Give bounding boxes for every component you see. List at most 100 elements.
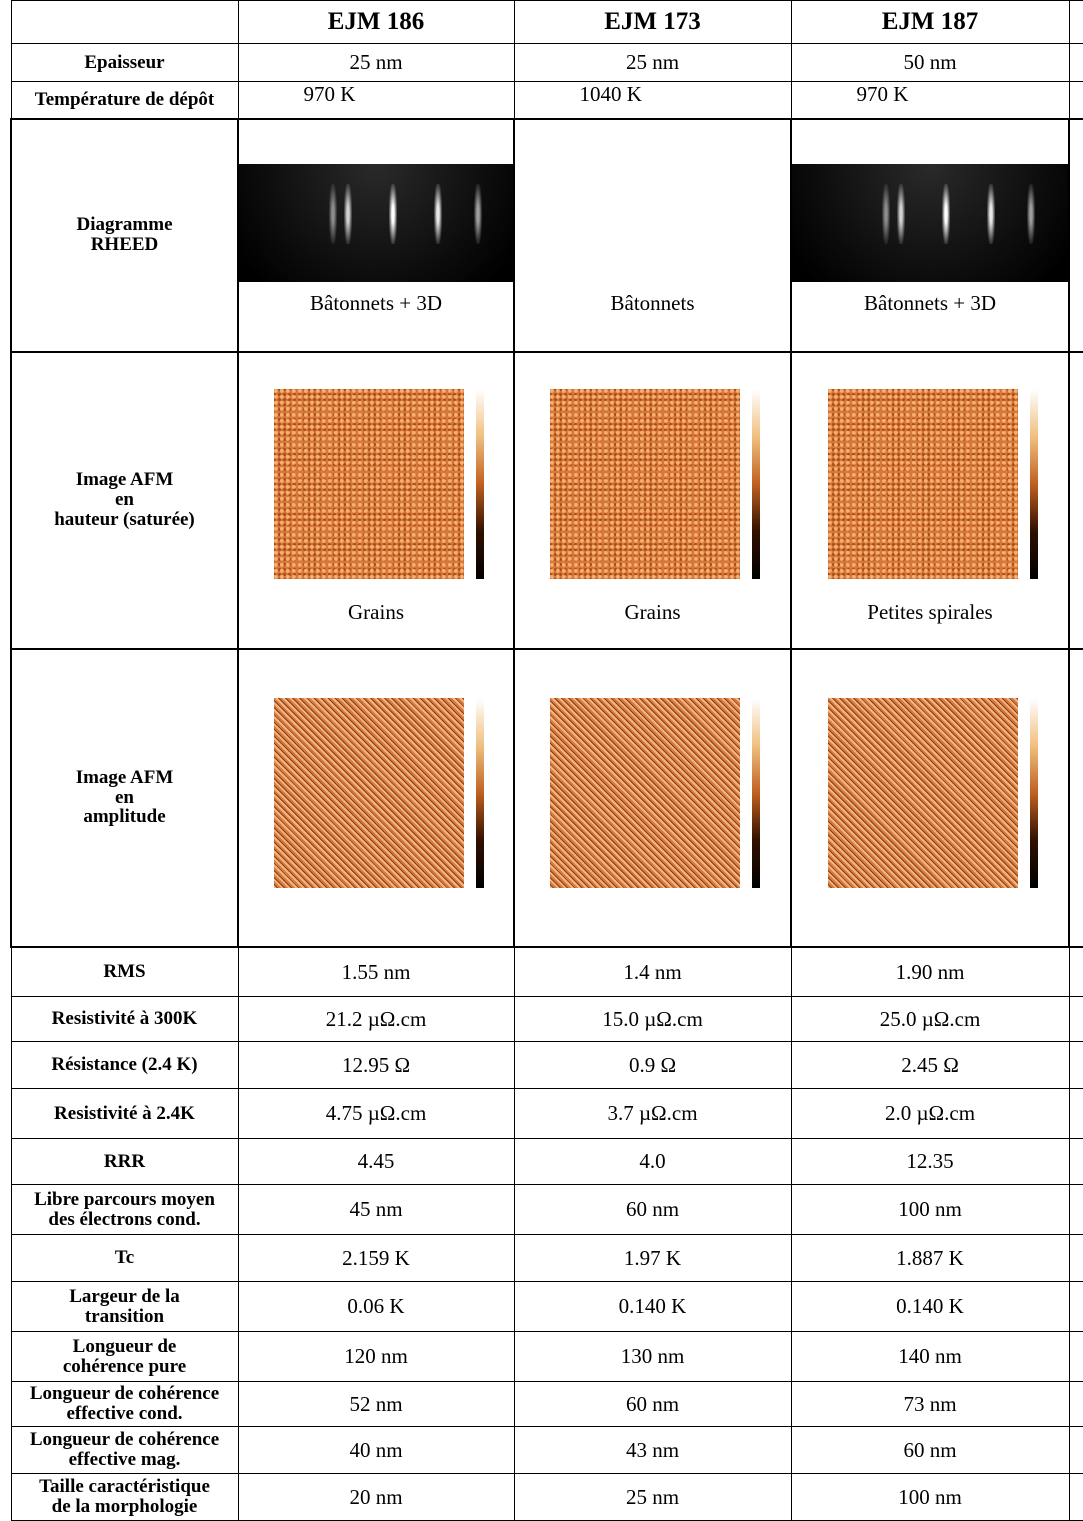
cell-text: 0.9 Ω: [628, 1052, 677, 1077]
rheed-streak: [474, 183, 482, 244]
image-caption: Grains: [624, 599, 681, 624]
cell: Petites spirales: [790, 350, 1070, 650]
row-label: Température de dépôt: [10, 81, 239, 119]
afm-image: [808, 686, 1053, 896]
corner: [10, 0, 239, 44]
cell: 0.140 K: [513, 1281, 792, 1332]
afm-image: [254, 686, 499, 896]
table-row: Diagramme RHEED Bâtonnets + 3D Bâtonnets Bâ…: [10, 117, 1083, 353]
cell: Grains: [237, 350, 515, 650]
afm-scan: [827, 697, 1018, 888]
cell-text: 50 nm: [903, 50, 957, 75]
afm-colorbar: [475, 388, 484, 579]
cell: 2.0 µΩ.cm: [790, 1088, 1070, 1139]
image-caption: Bâtonnets + 3D: [310, 290, 442, 315]
cell-text: 2.45 Ω: [901, 1052, 959, 1077]
cell: 12.95 Ω: [237, 1041, 515, 1089]
cut-column-cell: [1068, 1138, 1083, 1185]
cell: 40 nm: [237, 1426, 515, 1474]
cell: 1.97 K: [513, 1234, 792, 1282]
cell-text: 1.90 nm: [895, 959, 965, 984]
cell-text: 60 nm: [903, 1437, 957, 1462]
table-row: Longueur de cohérence pure 120 nm 130 nm 14…: [10, 1331, 1083, 1382]
cell: 60 nm: [513, 1381, 792, 1427]
cell: 0.140 K: [790, 1281, 1070, 1332]
cell: 2.159 K: [237, 1234, 515, 1282]
cell-text: 45 nm: [349, 1197, 403, 1222]
cell-text: 1.887 K: [896, 1245, 964, 1270]
cell: 4.75 µΩ.cm: [237, 1088, 515, 1139]
cut-column-cell: [1068, 1473, 1083, 1521]
rheed-image: [240, 163, 512, 282]
cell-text: 970 K: [303, 81, 356, 106]
cell-text: 4.0: [639, 1149, 666, 1174]
table-row: Resistivité à 300K 21.2 µΩ.cm 15.0 µΩ.cm 25…: [10, 996, 1083, 1042]
empty-image: [516, 156, 789, 292]
cell-text: 25.0 µΩ.cm: [879, 1006, 981, 1031]
cell-text: 100 nm: [898, 1484, 962, 1509]
cell-text: 15.0 µΩ.cm: [602, 1006, 703, 1031]
cut-column-cell: [1068, 1234, 1083, 1282]
row-label: Resistivité à 300K: [10, 996, 239, 1042]
image-caption: Petites spirales: [867, 599, 993, 624]
cut-column-cell: [1068, 647, 1083, 948]
row-label: RRR: [10, 1138, 239, 1185]
afm-scan: [550, 697, 740, 888]
cut-column-cell: [1068, 43, 1083, 82]
table-row: Image AFM en amplitude: [10, 647, 1083, 948]
cell: 15.0 µΩ.cm: [513, 996, 792, 1042]
cut-column-cell: [1068, 996, 1083, 1042]
afm-colorbar: [752, 388, 760, 579]
cell-text: 2.0 µΩ.cm: [884, 1101, 976, 1126]
row-label: Image AFM en amplitude: [10, 647, 239, 948]
rheed-streak: [987, 183, 995, 244]
table-row: Résistance (2.4 K) 12.95 Ω 0.9 Ω 2.45 Ω: [10, 1041, 1083, 1089]
cell: 25 nm: [513, 43, 792, 82]
cut-column-cell: [1068, 946, 1083, 997]
row-label: Tc: [10, 1234, 239, 1282]
cell-text: 4.75 µΩ.cm: [325, 1101, 427, 1126]
cell-text: 2.159 K: [342, 1245, 410, 1270]
cell: 60 nm: [513, 1184, 792, 1235]
cut-column-cell: [1068, 81, 1083, 119]
row-label: Longueur de cohérence effective cond.: [10, 1381, 239, 1427]
cell: 25 nm: [237, 43, 515, 82]
cut-column-cell: [1068, 1184, 1083, 1235]
rheed-streak: [389, 183, 397, 244]
cell: 21.2 µΩ.cm: [237, 996, 515, 1042]
rheed-streak: [344, 183, 352, 244]
cell: 52 nm: [237, 1381, 515, 1427]
afm-image: [530, 686, 775, 896]
cell: 25.0 µΩ.cm: [790, 996, 1070, 1042]
afm-image: [808, 377, 1053, 587]
cell: 120 nm: [237, 1331, 515, 1382]
row-label: Resistivité à 2.4K: [10, 1088, 239, 1139]
table-row: Longueur de cohérence effective cond. 52 …: [10, 1381, 1083, 1427]
table-row: Image AFM en hauteur (saturée) Grains Grai…: [10, 350, 1083, 650]
cell: 50 nm: [790, 43, 1070, 82]
row-label: RMS: [10, 946, 239, 997]
cut-column-cell: [1068, 1041, 1083, 1089]
cell: 140 nm: [790, 1331, 1070, 1382]
cell-text: 130 nm: [620, 1344, 685, 1369]
cell: 100 nm: [790, 1473, 1070, 1521]
cell: 43 nm: [513, 1426, 792, 1474]
table-row: Température de dépôt 970 K 1040 K 970 K: [10, 81, 1083, 119]
cell-text: 0.140 K: [618, 1294, 687, 1319]
cell-text: 25 nm: [625, 50, 680, 75]
table-row: Taille caractéristique de la morphologie…: [10, 1473, 1083, 1521]
cell-text: 1040 K: [579, 81, 642, 106]
cell: [790, 647, 1070, 948]
cell: 1040 K: [513, 81, 792, 119]
cell-text: 60 nm: [625, 1391, 680, 1416]
cell-text: 1.55 nm: [341, 959, 411, 984]
rheed-image: [793, 163, 1067, 282]
cell-text: 970 K: [856, 81, 909, 106]
table-row: Libre parcours moyen des électrons cond.…: [10, 1184, 1083, 1235]
cell: 970 K: [237, 81, 515, 119]
cell-text: 40 nm: [349, 1437, 403, 1462]
cell-text: 12.35: [906, 1149, 954, 1174]
row-label: Taille caractéristique de la morphologie: [10, 1473, 239, 1521]
image-caption: Bâtonnets: [610, 290, 695, 315]
